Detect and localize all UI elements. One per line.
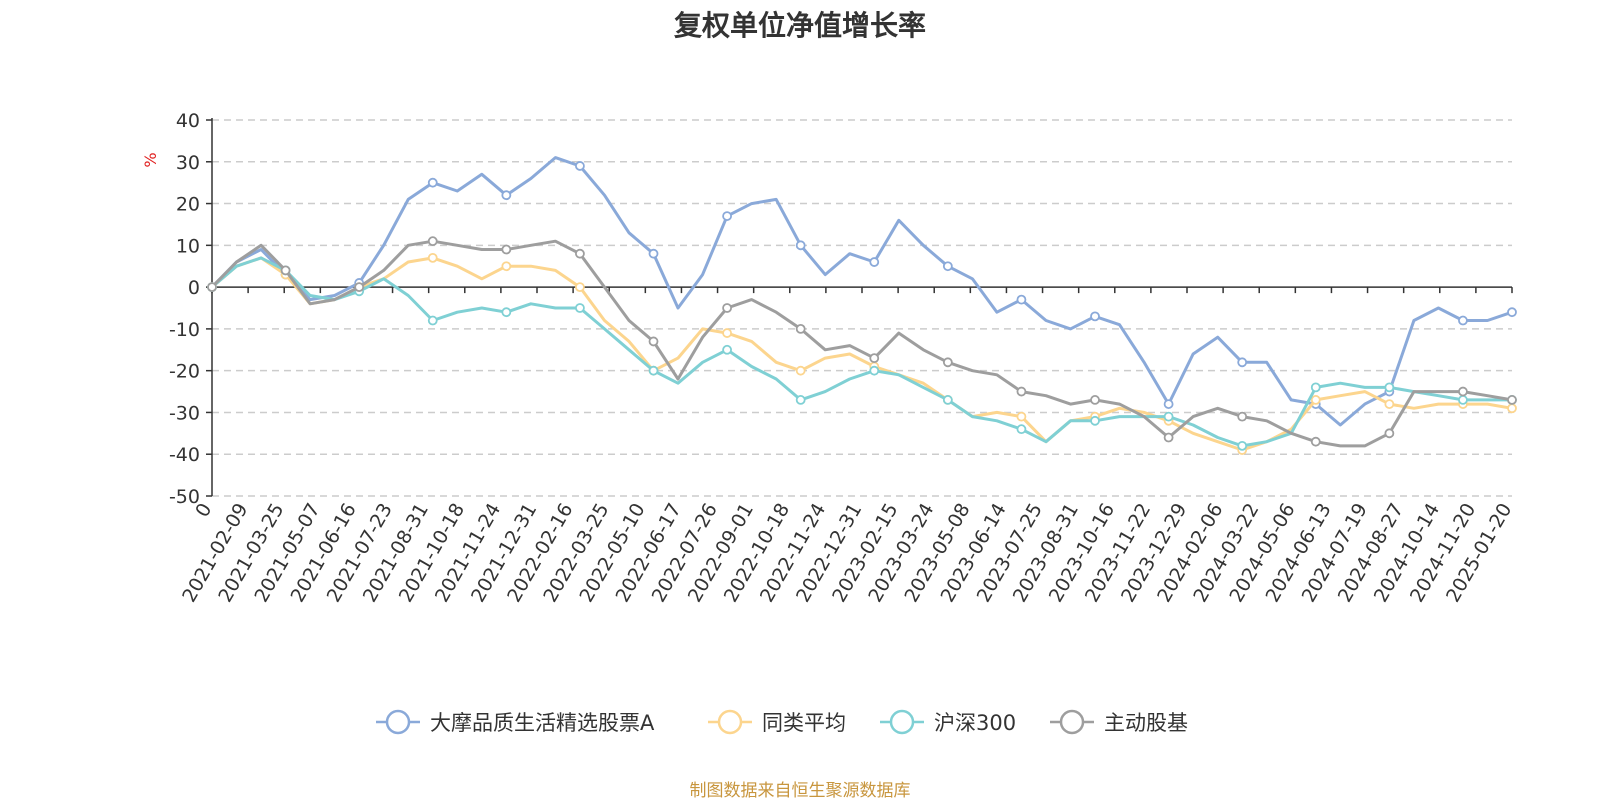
data-point [942, 261, 953, 272]
data-point [427, 177, 438, 188]
axis-layer: 403020100-10-20-30-40-5002021-02-092021-… [169, 110, 1516, 606]
data-point [1090, 395, 1100, 405]
legend-label: 主动股基 [1104, 711, 1188, 735]
data-point [1237, 411, 1248, 422]
series-2 [207, 252, 1517, 455]
data-point [1016, 424, 1027, 435]
series-line [210, 239, 1513, 448]
y-axis-unit-label: % [141, 152, 160, 167]
data-point [795, 323, 806, 334]
data-point [427, 236, 438, 247]
data-point [354, 282, 365, 293]
series-line [211, 256, 1512, 448]
data-point [648, 248, 659, 259]
data-point [648, 365, 659, 376]
legend-label: 沪深300 [934, 711, 1016, 735]
x-tick-label: 0 [191, 500, 216, 521]
data-point [1237, 357, 1248, 368]
data-point [1163, 399, 1174, 409]
data-point [1384, 399, 1395, 409]
data-point [1507, 307, 1517, 318]
data-point [722, 328, 732, 338]
series-3 [207, 256, 1517, 451]
data-point [1458, 386, 1468, 397]
data-point [1384, 382, 1395, 393]
legend-label: 大摩品质生活精选股票A [430, 711, 655, 735]
legend-marker [717, 709, 743, 735]
y-tick-label: 0 [188, 277, 200, 299]
data-point [427, 252, 438, 263]
data-point [1090, 311, 1100, 322]
data-point [1016, 294, 1027, 305]
data-point [1310, 436, 1321, 447]
data-point [575, 161, 585, 171]
data-point [942, 395, 953, 405]
data-point [1163, 432, 1174, 443]
legend-item: 大摩品质生活精选股票A [376, 709, 655, 735]
data-point [795, 240, 806, 251]
series-line [210, 156, 1513, 427]
data-point [1163, 411, 1174, 422]
data-point [575, 282, 585, 293]
grid-layer [212, 119, 1512, 497]
series-layer [207, 156, 1517, 455]
legend-item: 主动股基 [1050, 709, 1188, 735]
y-tick-label: -30 [169, 402, 200, 424]
legend-marker [1059, 709, 1085, 735]
legend-marker [889, 709, 915, 735]
data-point [1310, 382, 1321, 393]
y-tick-label: -20 [169, 361, 200, 383]
data-point [207, 282, 217, 293]
legend-label: 同类平均 [762, 711, 846, 735]
y-tick-label: -10 [169, 319, 200, 341]
data-point [942, 357, 953, 368]
data-point [501, 244, 512, 255]
data-point [648, 336, 659, 347]
chart-title: 复权单位净值增长率 [673, 9, 926, 42]
data-point [869, 353, 880, 364]
y-tick-label: 30 [176, 152, 200, 174]
data-point [575, 303, 585, 313]
data-point [1310, 395, 1321, 405]
data-point [427, 315, 438, 326]
data-point [501, 307, 512, 318]
series-4 [207, 236, 1517, 448]
data-point [1237, 440, 1248, 451]
source-note: 制图数据来自恒生聚源数据库 [689, 781, 911, 801]
y-tick-label: -50 [169, 486, 200, 508]
data-point [869, 257, 880, 267]
legend: 大摩品质生活精选股票A 同类平均 沪深300 主动股基 [376, 709, 1188, 735]
legend-marker [385, 709, 411, 735]
data-point [722, 344, 732, 355]
data-point [575, 248, 585, 259]
y-tick-label: 20 [176, 194, 200, 216]
data-point [1507, 395, 1517, 405]
data-point [1016, 411, 1027, 422]
data-point [795, 365, 806, 376]
data-point [1090, 415, 1100, 426]
data-point [722, 303, 732, 313]
legend-item: 同类平均 [708, 709, 846, 735]
data-point [1384, 428, 1395, 439]
data-point [501, 190, 512, 201]
data-point [1458, 395, 1468, 405]
data-point [501, 261, 512, 272]
data-point [1507, 403, 1517, 414]
data-point [795, 395, 806, 405]
data-point [869, 365, 880, 376]
legend-item: 沪深300 [880, 709, 1016, 735]
data-point [1016, 386, 1027, 397]
y-tick-label: 40 [176, 110, 200, 132]
data-point [280, 265, 291, 276]
data-point [722, 211, 732, 221]
data-point [1458, 315, 1468, 326]
y-tick-label: 10 [176, 235, 200, 257]
y-tick-label: -40 [169, 444, 200, 466]
